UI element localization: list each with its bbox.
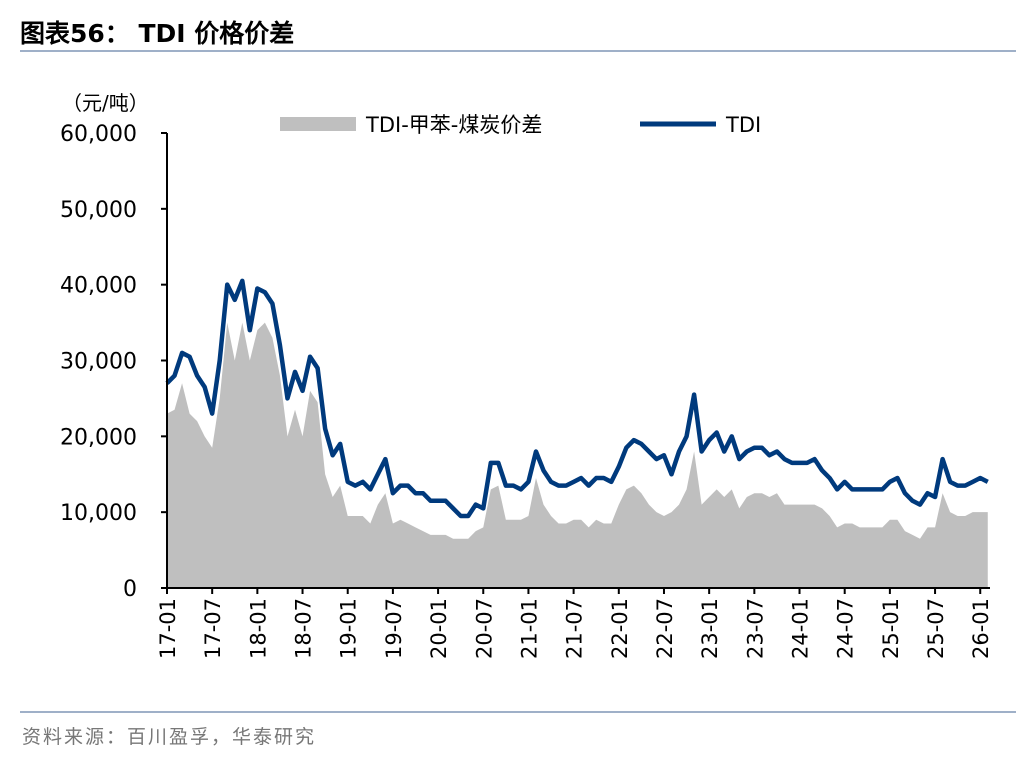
x-tick-label: 22-01 (608, 598, 632, 659)
x-tick-label: 21-07 (563, 598, 587, 659)
footer-rule (20, 711, 1016, 713)
legend-swatch-spread (280, 117, 356, 131)
y-unit-label: （元/吨） (62, 91, 149, 115)
y-tick-label: 30,000 (60, 350, 137, 375)
x-tick-label: 23-01 (698, 598, 722, 659)
y-tick-label: 20,000 (60, 425, 137, 450)
x-tick-label: 20-01 (427, 598, 451, 659)
y-tick-label: 0 (123, 577, 137, 602)
chart: 0 10,000 20,000 30,000 40,000 50,000 60,000 （元/… (60, 91, 993, 659)
x-tick-label: 19-07 (382, 598, 406, 659)
x-tick-label: 22-07 (653, 598, 677, 659)
x-tick-label: 23-07 (743, 598, 767, 659)
x-tick-label: 19-01 (337, 598, 361, 659)
x-tick-label: 24-07 (834, 598, 858, 659)
legend-label-tdi: TDI (725, 113, 761, 137)
x-tick-label: 26-01 (969, 598, 993, 659)
source-note: 资料来源：百川盈孚，华泰研究 (22, 726, 317, 748)
figure-title: 图表56： TDI 价格价差 (20, 19, 295, 48)
x-tick-label: 24-01 (789, 598, 813, 659)
title-rule (20, 50, 1016, 52)
tdi-line (165, 278, 989, 519)
x-tick-label: 17-07 (201, 598, 225, 659)
y-tick-label: 60,000 (60, 122, 137, 147)
spread-area (167, 322, 988, 588)
x-tick-label: 18-01 (246, 598, 270, 659)
y-tick-label: 10,000 (60, 501, 137, 526)
x-tick-label: 25-07 (924, 598, 948, 659)
x-tick-label: 18-07 (292, 598, 316, 659)
legend-label-spread: TDI-甲苯-煤炭价差 (365, 113, 542, 137)
x-tick-label: 21-01 (517, 598, 541, 659)
y-tick-label: 50,000 (60, 198, 137, 223)
y-tick-label: 40,000 (60, 274, 137, 299)
x-tick-label: 25-01 (879, 598, 903, 659)
x-tick-label: 17-01 (156, 598, 180, 659)
x-tick-label: 20-07 (472, 598, 496, 659)
